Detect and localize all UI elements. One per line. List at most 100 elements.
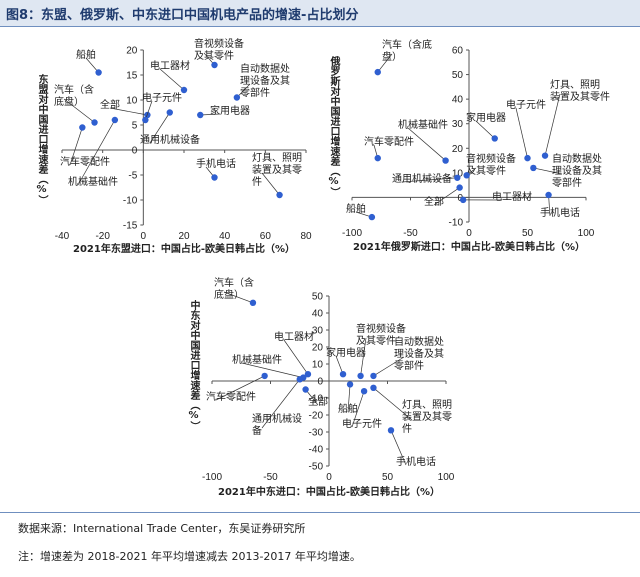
chart3-point-label: 机械基础件: [232, 353, 282, 366]
source-text: 数据来源：International Trade Center，东吴证券研究所: [18, 522, 306, 535]
chart1-data-point: [211, 174, 218, 181]
chart1-y-tick-label: 20: [126, 46, 138, 57]
chart2-x-tick-label: -50: [403, 228, 418, 239]
chart2-leader-line: [377, 53, 393, 73]
chart3-y-tick-label: -30: [309, 428, 324, 439]
chart1-point-label: 音视频设备及其零件: [194, 37, 244, 62]
chart3-leader-line: [215, 375, 265, 401]
chart1-y-tick-label: 0: [132, 146, 138, 157]
chart2-point-label: 船舶: [346, 202, 366, 215]
chart3-point-label: 自动数据处理设备及其零部件: [394, 335, 444, 372]
chart1-point-label: 汽车（含底盘）: [54, 83, 94, 108]
chart3-data-point: [360, 388, 368, 395]
chart3-data-point: [339, 371, 347, 378]
chart2-point-label: 通用机械设备: [392, 172, 452, 185]
footer-divider: [0, 512, 640, 513]
chart1-leader-line: [159, 68, 185, 91]
chart2-point-label: 电子元件: [506, 98, 546, 111]
chart1-y-tick-label: -15: [123, 221, 138, 232]
chart3-point-label: 家用电器: [326, 346, 366, 359]
note-text: 注：增速差为 2018-2021 年平均增速减去 2013-2017 年平均增速…: [18, 550, 361, 563]
chart1-data-point: [233, 94, 241, 101]
chart2-y-tick-label: 50: [452, 70, 464, 81]
chart3-y-tick-label: 0: [317, 377, 323, 388]
chart1-leader-line: [85, 57, 99, 73]
chart3-y-tick-label: -20: [309, 411, 324, 422]
chart1-data-point: [180, 86, 188, 94]
chart2-data-point: [454, 174, 461, 181]
chart2-x-axis-title: 2021年俄罗斯进口：中国占比-欧美日韩占比（%）: [353, 240, 585, 253]
chart1-x-tick-label: -20: [95, 231, 110, 242]
chart3-leader-line: [261, 379, 301, 429]
chart3-x-tick-label: 50: [382, 472, 394, 483]
chart2-x-tick-label: -100: [342, 228, 362, 239]
chart3-data-point: [249, 299, 257, 306]
chart2-x-tick-label: 50: [522, 228, 534, 239]
chart1-y-axis-title: 东盟对中国进口增速差（%）: [36, 74, 47, 205]
chart1-data-point: [142, 116, 149, 124]
chart1-data-point: [211, 61, 218, 69]
chart3-point-label: 电子元件: [342, 417, 382, 430]
chart2-point-label: 音视频设备及其零件: [466, 152, 516, 177]
chart2-y-tick-label: -10: [449, 218, 464, 229]
chart1-data-point: [95, 69, 102, 76]
chart1-x-axis-title: 2021年东盟进口：中国占比-欧美日韩占比（%）: [73, 242, 295, 255]
chart1-x-tick-label: 20: [178, 231, 190, 242]
chart1-leader-line: [63, 98, 95, 123]
chart3-point-label: 音视频设备及其零件: [356, 322, 406, 347]
chart3-y-tick-label: 20: [312, 343, 324, 354]
chart1-y-tick-label: 10: [126, 96, 138, 107]
chart1-y-tick-label: -10: [123, 196, 138, 207]
chart2-y-tick-label: 40: [452, 95, 464, 106]
chart3-data-point: [370, 384, 377, 391]
chart2-point-label: 家用电器: [466, 111, 506, 124]
chart2-y-axis-title: 俄罗斯对中国进口增速差（%）: [328, 56, 339, 197]
chart3-point-label: 灯具、照明装置及其零件: [402, 399, 452, 435]
chart1-point-label: 电子元件: [142, 91, 182, 104]
chart2-data-point: [374, 154, 381, 162]
chart1-leader-line: [200, 113, 221, 116]
chart2-data-point: [491, 135, 498, 142]
chart2-data-point: [456, 184, 463, 191]
chart2-leader-line: [548, 194, 551, 217]
chart1-leader-line: [149, 112, 171, 144]
figure-title: 图8：东盟、俄罗斯、中东进口中国机电产品的增速-占比划分: [6, 8, 359, 23]
chart1-leader-line: [109, 107, 148, 116]
chart3-x-tick-label: 100: [438, 472, 455, 483]
chart1-x-tick-label: 60: [260, 231, 272, 242]
chart2-y-tick-label: 60: [452, 46, 464, 57]
chart3-point-label: 电工器材: [274, 330, 314, 343]
chart1-leader-line: [77, 119, 116, 186]
chart1-data-point: [197, 111, 204, 119]
chart3-y-tick-label: -40: [309, 445, 324, 456]
chart3-y-tick-label: 40: [312, 309, 324, 320]
chart3-leader-line: [335, 355, 344, 375]
chart3-y-axis-title: 中东对中国进口增速差（%）: [188, 300, 199, 431]
chart2-y-tick-label: 10: [452, 168, 464, 179]
chart2-leader-line: [401, 177, 458, 183]
chart3-point-label: 手机电话: [396, 455, 436, 468]
chart3-leader-line: [390, 430, 407, 466]
chart2-data-point: [530, 164, 537, 172]
chart2-point-label: 机械基础件: [398, 118, 448, 131]
chart3-leader-line: [347, 384, 351, 413]
chart3-data-point: [387, 427, 395, 434]
chart2-data-point: [545, 191, 552, 199]
chart1-data-point: [79, 124, 86, 131]
chart2-leader-line: [407, 127, 446, 161]
chart2-data-point: [368, 213, 376, 221]
chart3-y-tick-label: 50: [312, 292, 324, 303]
chart2-y-tick-label: 20: [452, 144, 464, 155]
chart1-x-tick-label: 0: [141, 231, 147, 242]
chart2-leader-line: [475, 120, 495, 139]
chart2-x-tick-label: 100: [578, 228, 595, 239]
chart3-point-label: 船舶: [338, 402, 358, 415]
chart2-data-point: [374, 68, 381, 76]
chart1-data-point: [111, 116, 119, 124]
chart2-data-point: [442, 157, 449, 164]
chart1-point-label: 船舶: [76, 48, 96, 61]
chart2-leader-line: [544, 93, 561, 156]
chart2-point-label: 全部: [424, 195, 444, 208]
chart2-leader-line: [433, 187, 460, 206]
chart1-point-label: 全部: [100, 98, 120, 111]
